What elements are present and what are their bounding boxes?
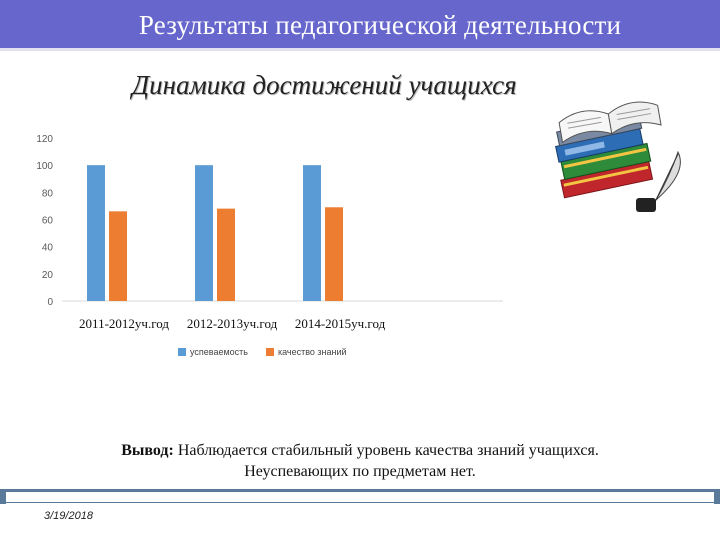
chart-legend: успеваемость качество знаний xyxy=(178,345,347,359)
bar-chart: 0 20 40 60 80 100 120 xyxy=(36,134,503,308)
books-and-quill-icon xyxy=(555,101,681,212)
x-tick-label: 2011-2012уч.год xyxy=(79,316,169,331)
x-tick-label: 2014-2015уч.год xyxy=(294,316,386,331)
header-bar xyxy=(0,0,720,48)
legend-swatch xyxy=(178,348,186,356)
bar-uspevaemost-1 xyxy=(195,165,213,301)
conclusion-line-2: Неуспевающих по предметам нет. xyxy=(244,463,476,480)
legend-item: успеваемость xyxy=(178,347,248,357)
legend-label: качество знаний xyxy=(277,347,347,357)
chart-subtitle: Динамика достижений учащихся xyxy=(132,70,517,100)
slide-date: 3/19/2018 xyxy=(44,510,93,522)
legend-item: качество знаний xyxy=(265,347,347,357)
bar-uspevaemost-2 xyxy=(303,165,321,301)
bar-kachestvo-2 xyxy=(325,207,343,301)
bar-kachestvo-0 xyxy=(109,211,127,301)
bar-uspevaemost-0 xyxy=(87,165,105,301)
conclusion-line-1: Вывод: Наблюдается стабильный уровень ка… xyxy=(0,440,720,461)
legend-swatch xyxy=(265,348,274,356)
y-tick-label: 80 xyxy=(42,188,54,199)
x-axis-labels: 2011-2012уч.год 2012-2013уч.год 2014-201… xyxy=(62,316,512,336)
bar-kachestvo-1 xyxy=(217,208,235,301)
conclusion-label: Вывод: xyxy=(121,442,174,459)
y-tick-label: 60 xyxy=(42,216,54,227)
x-tick-label: 2012-2013уч.год xyxy=(186,316,278,331)
conclusion-text-1: Наблюдается стабильный уровень качества … xyxy=(177,442,599,459)
conclusion-text: Вывод: Наблюдается стабильный уровень ка… xyxy=(0,440,720,482)
y-tick-label: 100 xyxy=(36,161,53,172)
slide-title: Результаты педагогической деятельности xyxy=(138,10,622,40)
footer-bar xyxy=(0,489,720,504)
y-tick-label: 120 xyxy=(36,134,53,145)
header-divider xyxy=(0,48,720,51)
y-tick-label: 20 xyxy=(42,270,54,281)
y-tick-label: 0 xyxy=(47,297,53,308)
y-tick-label: 40 xyxy=(42,243,54,254)
legend-label: успеваемость xyxy=(190,347,248,357)
